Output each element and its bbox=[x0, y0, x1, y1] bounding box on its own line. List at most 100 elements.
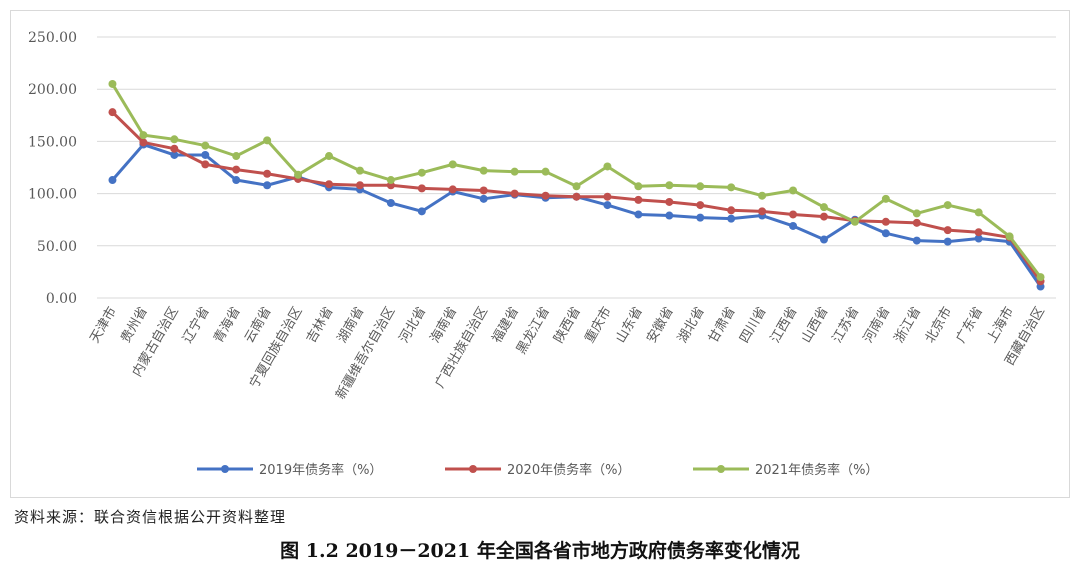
data-point bbox=[325, 152, 334, 161]
legend-item: 2020年债务率（%） bbox=[445, 462, 630, 478]
series-line bbox=[111, 83, 1042, 279]
x-category-label: 山东省 bbox=[613, 305, 645, 346]
data-point bbox=[510, 189, 519, 198]
data-point bbox=[448, 185, 457, 194]
y-tick-label: 0.00 bbox=[46, 291, 77, 307]
legend-item: 2021年债务率（%） bbox=[693, 462, 878, 478]
series-lines bbox=[108, 79, 1045, 291]
chart-frame: 0.00 50.00 100.00 150.00 200.00 250.00 天津市 贵州省… bbox=[10, 10, 1070, 498]
data-point bbox=[170, 150, 179, 159]
data-point bbox=[634, 182, 643, 191]
x-category-label: 福建省 bbox=[490, 305, 522, 346]
data-point bbox=[108, 79, 117, 88]
x-category-label: 新疆维吾尔自治区 bbox=[332, 304, 398, 402]
data-point bbox=[789, 210, 798, 219]
data-point bbox=[912, 209, 921, 218]
x-category-label: 天津市 bbox=[87, 304, 120, 346]
legend-swatch-marker bbox=[221, 465, 229, 473]
x-category-label: 青海省 bbox=[211, 305, 243, 346]
x-category-label: 辽宁省 bbox=[179, 304, 212, 346]
x-category-label: 湖北省 bbox=[675, 305, 707, 346]
data-point bbox=[417, 184, 426, 193]
series-1 bbox=[108, 140, 1045, 291]
data-point bbox=[603, 162, 612, 171]
data-point bbox=[1036, 273, 1045, 282]
x-category-label: 贵州省 bbox=[118, 305, 150, 346]
data-point bbox=[665, 211, 674, 220]
x-category-label: 浙江省 bbox=[892, 305, 924, 346]
data-point bbox=[974, 228, 983, 237]
data-point bbox=[232, 152, 241, 161]
data-point bbox=[819, 235, 828, 244]
data-point bbox=[448, 160, 457, 169]
legend-swatch-marker bbox=[469, 465, 477, 473]
data-point bbox=[355, 166, 364, 175]
data-point bbox=[665, 181, 674, 190]
x-category-label: 山西省 bbox=[799, 305, 831, 346]
data-point bbox=[943, 237, 952, 246]
data-point bbox=[881, 229, 890, 238]
data-point bbox=[479, 186, 488, 195]
x-category-label: 云南省 bbox=[241, 304, 274, 346]
data-point bbox=[417, 207, 426, 216]
x-category-label: 江西省 bbox=[768, 305, 800, 346]
line-chart: 0.00 50.00 100.00 150.00 200.00 250.00 天津市贵州省… bbox=[28, 30, 1056, 478]
data-point bbox=[727, 183, 736, 192]
data-point bbox=[170, 144, 179, 153]
x-category-label: 安徽省 bbox=[644, 305, 676, 346]
data-point bbox=[603, 192, 612, 201]
data-point bbox=[727, 214, 736, 223]
x-category-label: 河南省 bbox=[860, 304, 893, 346]
x-category-label: 四川省 bbox=[737, 305, 769, 346]
legend-label: 2019年债务率（%） bbox=[259, 462, 382, 478]
x-category-label: 广东省 bbox=[954, 305, 986, 346]
source-note: 资料来源：联合资信根据公开资料整理 bbox=[14, 508, 287, 526]
y-tick-label: 200.00 bbox=[28, 82, 77, 98]
x-category-label: 吉林省 bbox=[304, 305, 336, 346]
y-tick-label: 100.00 bbox=[28, 187, 77, 203]
data-point bbox=[325, 180, 334, 189]
data-point bbox=[819, 212, 828, 221]
legend-label: 2021年债务率（%） bbox=[755, 462, 878, 478]
legend-item: 2019年债务率（%） bbox=[197, 462, 382, 478]
x-category-label: 湖南省 bbox=[334, 304, 367, 346]
data-point bbox=[541, 191, 550, 200]
data-point bbox=[789, 186, 798, 195]
data-point bbox=[727, 206, 736, 215]
data-point bbox=[294, 170, 303, 179]
data-point bbox=[819, 203, 828, 212]
legend-label: 2020年债务率（%） bbox=[507, 462, 630, 478]
data-point bbox=[758, 191, 767, 200]
data-point bbox=[974, 234, 983, 243]
data-point bbox=[139, 138, 148, 147]
data-point bbox=[386, 198, 395, 207]
data-point bbox=[912, 236, 921, 245]
x-category-label: 上海市 bbox=[984, 304, 1017, 346]
data-point bbox=[881, 217, 890, 226]
x-category-label: 江苏省 bbox=[829, 304, 862, 346]
grid-lines bbox=[97, 36, 1056, 299]
data-point bbox=[634, 210, 643, 219]
data-point bbox=[170, 135, 179, 144]
data-point bbox=[696, 201, 705, 210]
legend-swatch-marker bbox=[717, 465, 725, 473]
figure-caption: 图 1.2 2019－2021 年全国各省市地方政府债务率变化情况 bbox=[280, 540, 800, 562]
series-3 bbox=[108, 79, 1045, 282]
data-point bbox=[232, 176, 241, 185]
data-point bbox=[789, 221, 798, 230]
x-category-label: 甘肃省 bbox=[706, 305, 738, 346]
data-point bbox=[758, 207, 767, 216]
data-point bbox=[912, 218, 921, 227]
data-point bbox=[201, 141, 210, 150]
data-point bbox=[108, 108, 117, 117]
data-point bbox=[974, 208, 983, 217]
data-point bbox=[572, 192, 581, 201]
data-point bbox=[479, 166, 488, 175]
data-point bbox=[603, 201, 612, 210]
data-point bbox=[232, 165, 241, 174]
series-2 bbox=[108, 108, 1045, 286]
data-point bbox=[850, 217, 859, 226]
y-tick-label: 250.00 bbox=[28, 30, 77, 46]
data-point bbox=[479, 194, 488, 203]
data-point bbox=[696, 182, 705, 191]
